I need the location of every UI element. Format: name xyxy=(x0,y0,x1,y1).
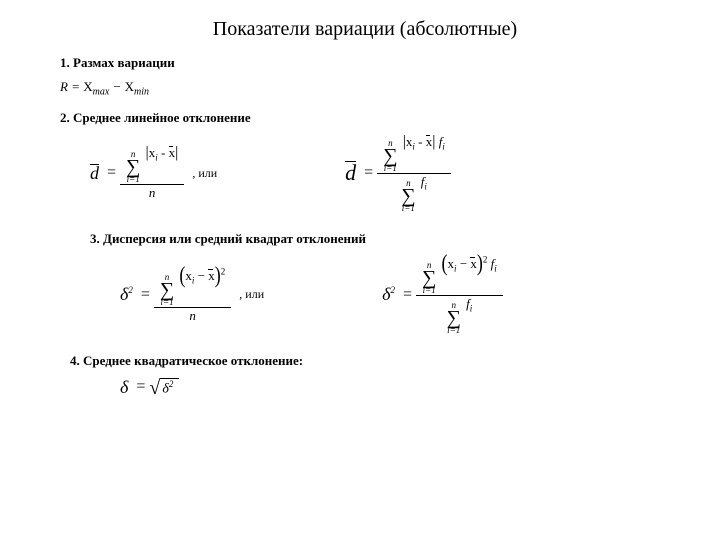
sigma-icon: ∑ xyxy=(401,188,415,204)
x-bar: x xyxy=(169,145,176,161)
connector-or: , или xyxy=(192,166,217,181)
formula-variance-simple: δ2 = n ∑ i=1 (xi − x)2 n xyxy=(120,266,231,323)
sub-i: i xyxy=(470,304,473,314)
minus: - xyxy=(415,134,426,149)
std-deviation-row: δ = √ δ2 xyxy=(120,377,670,398)
symbol-delta: δ2 xyxy=(120,284,133,305)
page-title: Показатели вариации (абсолютные) xyxy=(60,18,670,41)
range-max-sub: max xyxy=(93,87,110,98)
range-formula: R = Xmax − Xmin xyxy=(60,79,670,98)
equals-sign: = xyxy=(141,286,150,304)
square-root: √ δ2 xyxy=(149,378,179,398)
squared: 2 xyxy=(128,285,133,295)
denominator-n: n xyxy=(143,185,162,201)
equals-sign: = xyxy=(364,164,373,182)
section-3-heading: 3. Дисперсия или средний квадрат отклоне… xyxy=(90,231,670,247)
minus: - xyxy=(158,145,169,160)
sigma-icon: ∑ xyxy=(126,159,140,175)
symbol-d-bar-large: d xyxy=(345,160,356,186)
equals-sign: = xyxy=(107,164,116,182)
sum-lower-limit: i=1 xyxy=(423,286,436,295)
range-xmin: X xyxy=(125,79,134,94)
equals-sign: = xyxy=(403,286,412,304)
range-min-sub: min xyxy=(134,87,149,98)
sigma-block: n ∑ i=1 xyxy=(422,261,436,295)
section-2-heading: 2. Среднее линейное отклонение xyxy=(60,110,670,126)
fraction-weighted: n ∑ i=1 (xi − x)2 fi n ∑ i=1 xyxy=(416,255,503,335)
sigma-block: n ∑ i=1 xyxy=(160,273,174,307)
fraction: n ∑ i=1 (xi − x)2 n xyxy=(154,266,231,323)
range-xmax: X xyxy=(83,79,92,94)
sub-i: i xyxy=(192,275,195,285)
radical-icon: √ xyxy=(149,379,160,397)
sum-lower-limit: i=1 xyxy=(384,164,397,173)
sum-lower-limit: i=1 xyxy=(127,175,140,184)
squared: 2 xyxy=(483,255,488,265)
range-R: R xyxy=(60,79,68,94)
denominator-n: n xyxy=(183,308,202,324)
range-eq: = xyxy=(68,79,83,94)
sigma-block: n ∑ i=1 xyxy=(447,301,461,335)
equals-sign: = xyxy=(136,378,145,396)
mean-linear-deviation-row: d = n ∑ i=1 |xi - x| n , или xyxy=(90,134,670,213)
sigma-block: n ∑ i=1 xyxy=(383,139,397,173)
formula-dbar-simple: d = n ∑ i=1 |xi - x| n xyxy=(90,145,184,201)
symbol-delta: δ2 xyxy=(382,284,395,305)
sigma-block: n ∑ i=1 xyxy=(126,150,140,184)
range-minus: − xyxy=(109,79,124,94)
symbol-delta: δ xyxy=(120,377,128,398)
squared: 2 xyxy=(221,266,226,276)
squared: 2 xyxy=(391,285,396,295)
connector-or: , или xyxy=(239,287,264,302)
sub-i: i xyxy=(442,141,445,151)
sub-i: i xyxy=(424,181,427,191)
section-4-heading: 4. Среднее квадратическое отклонение: xyxy=(70,353,670,369)
sum-lower-limit: i=1 xyxy=(161,298,174,307)
sigma-icon: ∑ xyxy=(422,270,436,286)
formula-variance-weighted: δ2 = n ∑ i=1 (xi − x)2 fi xyxy=(382,255,503,335)
x-bar: x xyxy=(426,134,433,150)
sigma-icon: ∑ xyxy=(447,310,461,326)
formula-dbar-weighted: d = n ∑ i=1 |xi - x| fi xyxy=(345,134,451,213)
fraction: n ∑ i=1 |xi - x| n xyxy=(120,145,184,201)
squared: 2 xyxy=(169,379,174,389)
sum-lower-limit: i=1 xyxy=(447,326,460,335)
variance-row: δ2 = n ∑ i=1 (xi − x)2 n , или xyxy=(120,255,670,335)
formula-std-deviation: δ = √ δ2 xyxy=(120,377,179,398)
sigma-block: n ∑ i=1 xyxy=(401,179,415,213)
sub-i: i xyxy=(454,264,457,274)
sigma-icon: ∑ xyxy=(383,148,397,164)
symbol-d-bar: d xyxy=(90,163,99,184)
fraction-weighted: n ∑ i=1 |xi - x| fi n ∑ i=1 xyxy=(377,134,451,213)
sum-lower-limit: i=1 xyxy=(402,204,415,213)
sub-i: i xyxy=(494,264,497,274)
sigma-icon: ∑ xyxy=(160,282,174,298)
section-1-heading: 1. Размах вариации xyxy=(60,55,670,71)
